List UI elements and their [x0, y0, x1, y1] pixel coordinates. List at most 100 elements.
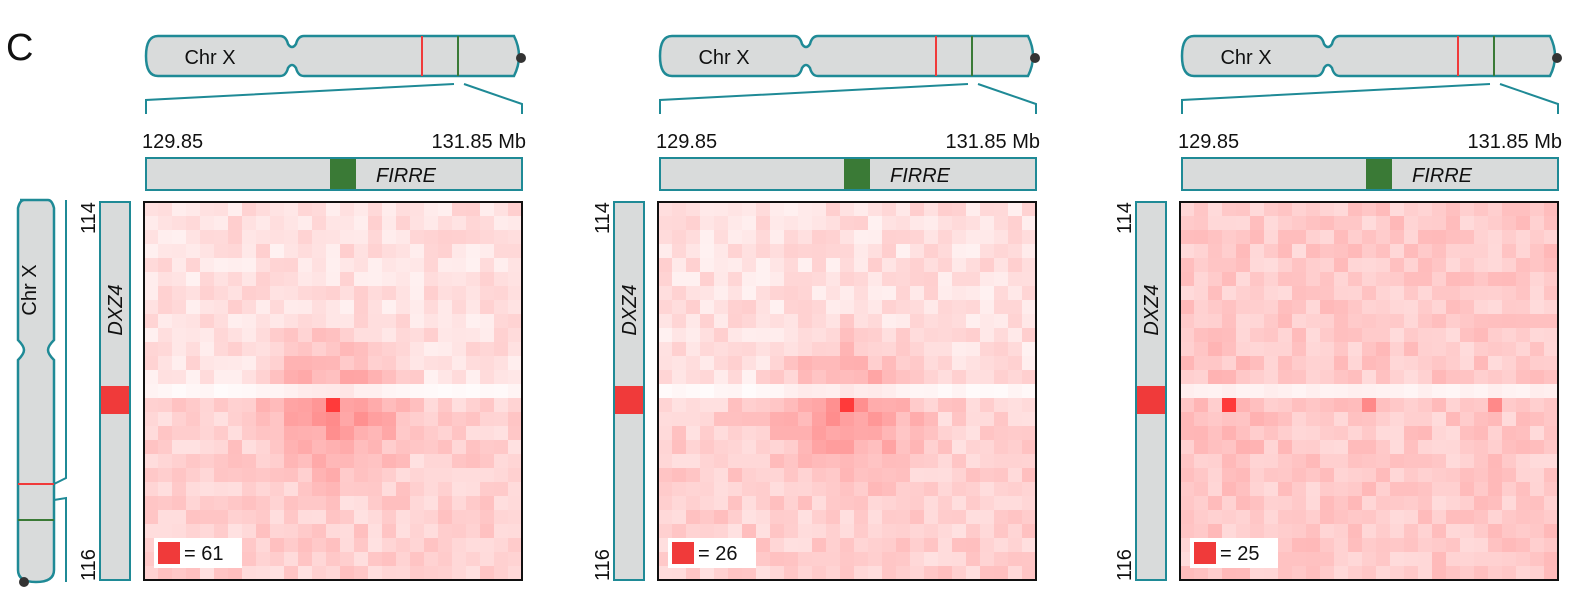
heatmap-cell — [868, 538, 883, 553]
heatmap-cell — [1376, 538, 1391, 553]
heatmap-cell — [700, 328, 715, 343]
heatmap-cell — [910, 258, 925, 273]
heatmap-cell — [1488, 384, 1503, 399]
heatmap-cell — [1250, 370, 1265, 385]
heatmap-cell — [826, 356, 841, 371]
heatmap-cell — [1488, 342, 1503, 357]
heatmap-cell — [508, 566, 523, 581]
heatmap-cell — [742, 468, 757, 483]
heatmap-cell — [980, 370, 995, 385]
heatmap-cell — [994, 286, 1009, 301]
heatmap-cell — [1502, 328, 1517, 343]
heatmap-cell — [1376, 398, 1391, 413]
heatmap-cell — [242, 370, 257, 385]
heatmap-cell — [186, 216, 201, 231]
heatmap-cell — [410, 384, 425, 399]
heatmap-cell — [1278, 552, 1293, 567]
heatmap-cell — [228, 510, 243, 525]
heatmap-cell — [1390, 216, 1405, 231]
heatmap-frame — [143, 201, 523, 581]
heatmap-cell — [228, 398, 243, 413]
heatmap-cell — [452, 384, 467, 399]
heatmap-cell — [924, 300, 939, 315]
heatmap-cell — [756, 454, 771, 469]
heatmap-cell — [1390, 370, 1405, 385]
heatmap-cell — [396, 384, 411, 399]
heatmap-cell — [826, 286, 841, 301]
heatmap-cell — [700, 216, 715, 231]
heatmap-cell — [1488, 258, 1503, 273]
heatmap-cell — [1008, 454, 1023, 469]
heatmap-cell — [242, 286, 257, 301]
heatmap-cell — [686, 524, 701, 539]
heatmap-cell — [756, 272, 771, 287]
heatmap-cell — [1432, 468, 1447, 483]
heatmap-cell — [896, 524, 911, 539]
heatmap-cell — [172, 566, 187, 581]
heatmap-cell — [868, 398, 883, 413]
heatmap-cell — [1516, 398, 1531, 413]
heatmap-cell — [1446, 496, 1461, 511]
heatmap-cell — [1180, 286, 1195, 301]
heatmap-cell — [270, 314, 285, 329]
heatmap-cell — [714, 482, 729, 497]
heatmap-cell — [1432, 230, 1447, 245]
heatmap-cell — [966, 356, 981, 371]
heatmap-cell — [1530, 342, 1545, 357]
heatmap-cell — [1362, 398, 1377, 413]
heatmap-cell — [1446, 454, 1461, 469]
heatmap-cell — [494, 426, 509, 441]
heatmap-cell — [1022, 552, 1037, 567]
heatmap-cell — [228, 524, 243, 539]
heatmap-cell — [214, 286, 229, 301]
heatmap-cell — [1250, 216, 1265, 231]
heatmap-cell — [242, 272, 257, 287]
heatmap-cell — [1446, 314, 1461, 329]
heatmap-cell — [1502, 244, 1517, 259]
heatmap-cell — [756, 286, 771, 301]
heatmap-cell — [714, 398, 729, 413]
heatmap-cell — [1418, 258, 1433, 273]
heatmap-cell — [1022, 468, 1037, 483]
heatmap-cell — [868, 552, 883, 567]
heatmap-cell — [1432, 300, 1447, 315]
heatmap-cell — [144, 384, 159, 399]
heatmap-cell — [756, 524, 771, 539]
heatmap-cell — [798, 426, 813, 441]
heatmap-cell — [186, 272, 201, 287]
heatmap-cell — [1222, 524, 1237, 539]
heatmap-cell — [326, 216, 341, 231]
heatmap-cell — [1502, 356, 1517, 371]
heatmap-cell — [1008, 286, 1023, 301]
gene-label-firre: FIRRE — [376, 165, 437, 187]
heatmap-cell — [1432, 314, 1447, 329]
heatmap-cell — [966, 524, 981, 539]
heatmap-cell — [728, 286, 743, 301]
heatmap-cell — [1334, 524, 1349, 539]
heatmap-cell — [840, 510, 855, 525]
heatmap-cell — [826, 244, 841, 259]
heatmap-cell — [770, 566, 785, 581]
heatmap-cell — [714, 202, 729, 217]
heatmap-cell — [742, 370, 757, 385]
heatmap-cell — [910, 440, 925, 455]
heatmap-cell — [728, 482, 743, 497]
heatmap-cell — [980, 300, 995, 315]
heatmap-cell — [1530, 300, 1545, 315]
heatmap-cell — [1292, 356, 1307, 371]
heatmap-cell — [298, 468, 313, 483]
heatmap-cell — [1264, 258, 1279, 273]
heatmap-cell — [854, 314, 869, 329]
heatmap-cell — [1460, 328, 1475, 343]
heatmap-cell — [798, 566, 813, 581]
heatmap-cell — [326, 538, 341, 553]
heatmap-cell — [770, 552, 785, 567]
heatmap-cell — [228, 440, 243, 455]
heatmap-cell — [382, 510, 397, 525]
heatmap-cell — [1320, 370, 1335, 385]
heatmap-cell — [452, 524, 467, 539]
heatmap-cell — [756, 496, 771, 511]
heatmap-cell — [868, 300, 883, 315]
heatmap-cell — [1446, 468, 1461, 483]
heatmap-cell — [424, 244, 439, 259]
